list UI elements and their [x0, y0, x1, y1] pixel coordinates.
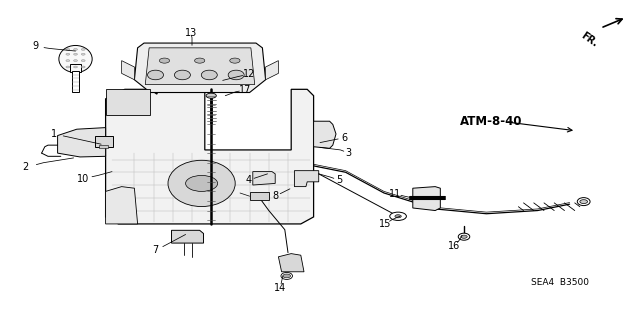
- Polygon shape: [106, 89, 314, 224]
- Circle shape: [66, 53, 70, 55]
- Circle shape: [81, 48, 85, 50]
- Text: ATM-8-40: ATM-8-40: [460, 115, 522, 128]
- Text: 3: 3: [346, 148, 352, 158]
- Polygon shape: [413, 187, 440, 211]
- Polygon shape: [266, 61, 278, 80]
- Text: 5: 5: [336, 175, 342, 185]
- Text: 13: 13: [184, 27, 197, 38]
- Ellipse shape: [147, 70, 164, 80]
- Text: 12: 12: [243, 69, 256, 79]
- Circle shape: [283, 274, 291, 278]
- Polygon shape: [278, 254, 304, 272]
- Polygon shape: [294, 171, 319, 187]
- Text: 9: 9: [32, 41, 38, 51]
- Ellipse shape: [577, 198, 590, 206]
- Circle shape: [74, 60, 77, 62]
- FancyBboxPatch shape: [99, 145, 108, 148]
- Polygon shape: [253, 172, 275, 185]
- Polygon shape: [134, 43, 266, 93]
- Text: SEA4  B3500: SEA4 B3500: [531, 278, 589, 287]
- Ellipse shape: [228, 70, 244, 80]
- Text: 17: 17: [239, 85, 252, 95]
- Circle shape: [206, 93, 216, 98]
- FancyBboxPatch shape: [72, 71, 79, 92]
- Circle shape: [395, 215, 401, 218]
- Ellipse shape: [168, 160, 236, 207]
- Circle shape: [390, 212, 406, 220]
- Circle shape: [81, 66, 85, 68]
- Ellipse shape: [59, 45, 92, 73]
- Circle shape: [186, 175, 218, 191]
- Circle shape: [74, 48, 77, 50]
- Polygon shape: [172, 230, 204, 243]
- FancyBboxPatch shape: [95, 136, 113, 147]
- Circle shape: [81, 60, 85, 62]
- Text: 2: 2: [22, 162, 29, 173]
- Circle shape: [81, 53, 85, 55]
- Text: 16: 16: [448, 241, 461, 251]
- Circle shape: [66, 60, 70, 62]
- Text: 15: 15: [379, 219, 392, 229]
- Text: 10: 10: [77, 174, 90, 184]
- Text: 7: 7: [152, 245, 159, 256]
- Circle shape: [74, 66, 77, 68]
- Circle shape: [195, 58, 205, 63]
- Circle shape: [66, 66, 70, 68]
- Circle shape: [74, 53, 77, 55]
- Polygon shape: [314, 121, 336, 148]
- Circle shape: [580, 200, 588, 204]
- Circle shape: [159, 58, 170, 63]
- Polygon shape: [106, 89, 150, 115]
- Circle shape: [66, 48, 70, 50]
- Text: 4: 4: [245, 175, 252, 185]
- Text: 14: 14: [274, 283, 287, 293]
- Ellipse shape: [281, 272, 292, 279]
- Polygon shape: [145, 48, 255, 85]
- Text: FR.: FR.: [579, 31, 600, 49]
- FancyBboxPatch shape: [70, 64, 81, 72]
- Ellipse shape: [201, 70, 218, 80]
- Ellipse shape: [174, 70, 191, 80]
- Circle shape: [461, 235, 467, 238]
- Text: 6: 6: [341, 133, 348, 143]
- Ellipse shape: [458, 233, 470, 240]
- Polygon shape: [58, 128, 106, 157]
- FancyBboxPatch shape: [250, 192, 269, 200]
- Text: 11: 11: [389, 189, 402, 199]
- Circle shape: [230, 58, 240, 63]
- Text: 8: 8: [272, 191, 278, 201]
- Polygon shape: [122, 61, 134, 80]
- Polygon shape: [106, 187, 138, 224]
- Text: 1: 1: [51, 129, 58, 139]
